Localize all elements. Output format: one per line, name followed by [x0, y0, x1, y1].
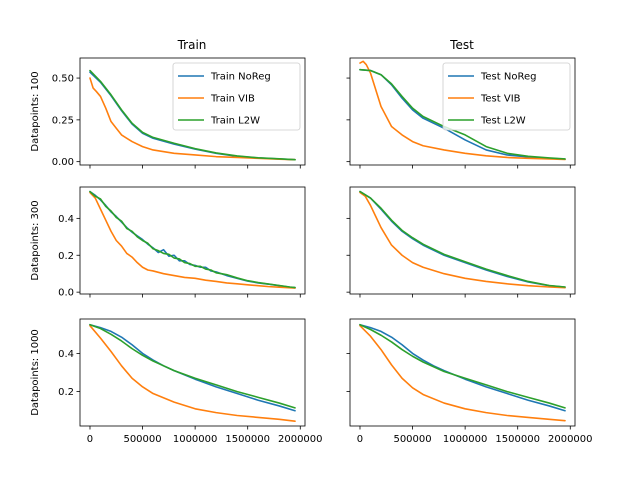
legend-label: Test NoReg [480, 72, 536, 83]
y-tick-label: 0.25 [52, 115, 74, 126]
subplot-train-row-3: 0 500000 1000000 1500000 2000000 0.2 0.4 Datapo… [30, 318, 323, 445]
y-axis-label: Datapoints: 100 [30, 71, 41, 151]
series-line-train-l2w [89, 323, 296, 409]
subplot-test-row-2 [346, 186, 576, 298]
series-group [89, 69, 296, 161]
x-tick-label: 2000000 [278, 434, 323, 445]
subplot-test-row-3: 0 500000 1000000 1500000 2000000 [346, 318, 593, 445]
axes-frame [349, 318, 576, 427]
column-title-test: Test [449, 38, 474, 52]
series-line-test-l2w [359, 190, 566, 288]
series-group [359, 323, 566, 422]
x-tick-label: 1500000 [495, 434, 540, 445]
series-group [89, 190, 296, 289]
y-axis-label: Datapoints: 300 [30, 200, 41, 280]
y-tick-label: 0.4 [58, 214, 74, 225]
axes-frame [349, 57, 576, 166]
series-line-train-vib [89, 77, 296, 161]
series-line-train-vib [89, 191, 296, 289]
legend-box [172, 62, 301, 131]
legend-label: Train VIB [210, 94, 255, 105]
series-line-test-vib [359, 324, 566, 422]
series-line-test-noreg [359, 323, 566, 412]
series-line-test-l2w [359, 323, 566, 409]
y-tick-label: 0.2 [58, 251, 74, 262]
series-line-train-vib [89, 324, 296, 423]
y-tick-label: 0.00 [52, 157, 74, 168]
y-tick-label: 0.4 [58, 349, 74, 360]
x-tick-label: 0 [357, 434, 363, 445]
y-tick-label: 0.0 [58, 288, 74, 299]
legend: Test NoReg Test VIB Test L2W [442, 62, 571, 131]
series-group [359, 190, 566, 289]
x-tick-label: 0 [87, 434, 93, 445]
legend-label: Test L2W [480, 116, 526, 127]
x-tick-label: 2000000 [548, 434, 593, 445]
series-line-train-l2w [89, 69, 296, 161]
legend-label: Test VIB [480, 94, 521, 105]
series-line-test-vib [359, 191, 566, 289]
series-line-test-l2w [359, 68, 566, 160]
series-group [359, 60, 566, 161]
subplot-test-row-1: Test NoReg Test VIB Test L2W [346, 57, 576, 169]
column-title-train: Train [177, 38, 207, 52]
series-group [89, 323, 296, 423]
axes-frame [349, 186, 576, 295]
x-tick-label: 500000 [393, 434, 431, 445]
legend-box [442, 62, 571, 131]
legend-label: Train NoReg [210, 72, 271, 83]
axes-frame [79, 57, 306, 166]
y-tick-label: 0.2 [58, 387, 74, 398]
series-line-train-l2w [89, 190, 296, 289]
x-tick-label: 1000000 [173, 434, 218, 445]
x-tick-label: 1500000 [225, 434, 270, 445]
x-tick-label: 1000000 [443, 434, 488, 445]
legend-label: Train L2W [210, 116, 260, 127]
y-tick-label: 0.50 [52, 74, 74, 85]
legend: Train NoReg Train VIB Train L2W [172, 62, 301, 131]
axes-frame [79, 186, 306, 295]
y-axis-label: Datapoints: 1000 [30, 329, 41, 416]
axes-frame [79, 318, 306, 427]
subplot-train-row-2: 0.0 0.2 0.4 Datapoints: 300 [30, 186, 306, 299]
x-tick-label: 500000 [123, 434, 161, 445]
